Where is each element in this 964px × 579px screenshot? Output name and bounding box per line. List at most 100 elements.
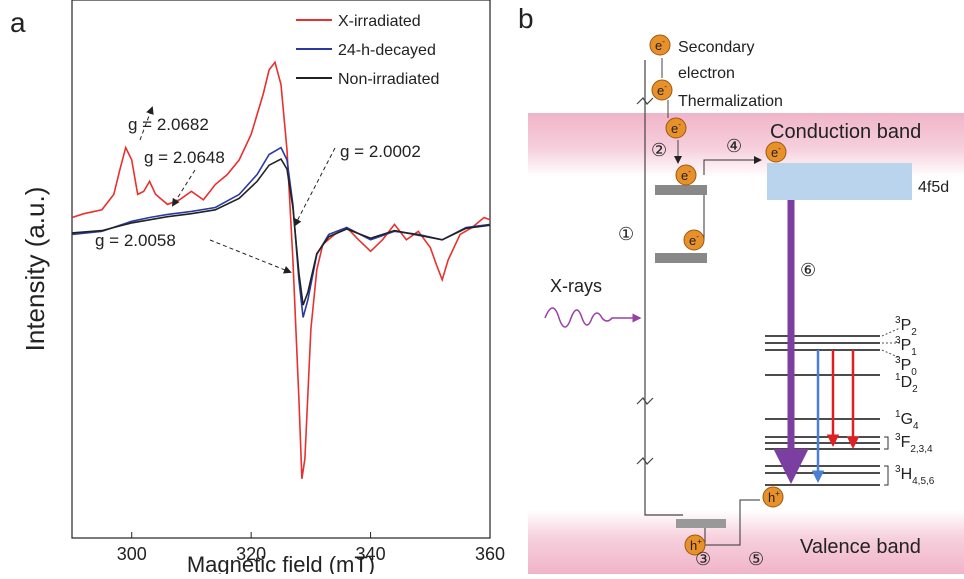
- sup: -: [688, 167, 691, 176]
- sup: 3: [895, 464, 901, 475]
- base: H: [901, 466, 913, 483]
- particle: [762, 486, 784, 508]
- sub: 0: [911, 367, 917, 378]
- particle-label: h+: [690, 537, 702, 553]
- valence-band: [528, 510, 964, 574]
- sup: -: [678, 120, 681, 129]
- x-tick-label: 360: [475, 544, 505, 564]
- base: D: [901, 374, 913, 391]
- axis-break: [636, 97, 654, 465]
- particle: [683, 229, 705, 251]
- particle: [665, 117, 687, 139]
- trap-level: [655, 253, 707, 263]
- step: ⑤: [748, 549, 764, 569]
- annotation: g = 2.0002: [340, 142, 421, 161]
- energy-levels: [765, 335, 880, 486]
- annotation-arrow: [171, 169, 196, 207]
- sup: -: [778, 144, 781, 153]
- base: P: [901, 337, 912, 354]
- step: ②: [651, 140, 667, 160]
- leader: [881, 327, 901, 359]
- annotation: g = 2.0058: [95, 231, 176, 250]
- sup: 3: [895, 335, 901, 346]
- annotation-arrow: [294, 147, 336, 227]
- sup: 3: [895, 432, 901, 443]
- sup: 1: [895, 409, 901, 420]
- sup: +: [697, 537, 702, 546]
- label: Secondary: [678, 39, 755, 56]
- panel-label: a: [10, 7, 26, 38]
- series-line: [71, 158, 491, 306]
- particle-label: e-: [681, 167, 691, 183]
- epr-chart: a 300 320 340 360 Magnetic field (mT) Intensit…: [10, 0, 505, 577]
- sub: 4: [913, 421, 919, 432]
- legend-label: X-irradiated: [338, 13, 421, 30]
- level-label: 3H4,5,6: [895, 464, 935, 487]
- sub: 2,3,4: [910, 444, 933, 455]
- bracket: [884, 436, 889, 486]
- particle: [651, 79, 673, 101]
- sup: -: [696, 232, 699, 241]
- legend-label: 24-h-decayed: [338, 42, 436, 59]
- label: electron: [678, 65, 735, 82]
- trap-level: [676, 519, 726, 528]
- base: h: [768, 490, 775, 505]
- sup: 3: [895, 355, 901, 366]
- x-tick-label: 320: [236, 544, 266, 564]
- particle: [684, 534, 706, 556]
- base: F: [901, 434, 911, 451]
- level-label: 3P0: [895, 355, 917, 378]
- path-line: [644, 60, 683, 516]
- legend-label: Non-irradiated: [338, 71, 439, 88]
- step: ⑥: [800, 260, 816, 280]
- base: G: [901, 411, 913, 428]
- particle-label: e-: [689, 232, 699, 248]
- particle: [765, 141, 787, 163]
- particle-label: e-: [655, 37, 665, 53]
- base: e: [671, 121, 678, 136]
- particles: e-e-e-e-e-e-h+h+: [649, 34, 787, 556]
- step: ④: [726, 136, 742, 156]
- y-axis-label: Intensity (a.u.): [20, 187, 50, 352]
- panel-label: b: [518, 3, 534, 34]
- particle-label: e-: [771, 144, 781, 160]
- energy-diagram: b Conduction band Valence band Secondary…: [518, 3, 964, 574]
- x-ray-wave: [544, 307, 642, 328]
- path-line: [704, 499, 760, 546]
- step: ③: [695, 549, 711, 569]
- particle-label: h+: [768, 489, 780, 505]
- level-label: 3P1: [895, 335, 917, 358]
- arrow: [703, 160, 760, 240]
- excited-state: [767, 163, 912, 200]
- sub: 2: [912, 384, 918, 395]
- level-label: 1D2: [895, 372, 918, 395]
- annotation: g = 2.0682: [128, 115, 209, 134]
- particle: [675, 164, 697, 186]
- base: e: [771, 145, 778, 160]
- x-axis-label: Magnetic field (mT): [187, 552, 375, 574]
- base: e: [655, 38, 662, 53]
- level-label: 3F2,3,4: [895, 432, 933, 455]
- trap-level: [655, 185, 707, 195]
- level-label: 4f5d: [918, 179, 949, 196]
- particle-label: e-: [671, 120, 681, 136]
- level-label: 1G4: [895, 409, 919, 432]
- sup: +: [775, 489, 780, 498]
- particle-label: e-: [657, 82, 667, 98]
- level-label: 3P2: [895, 315, 917, 338]
- label: Thermalization: [678, 93, 783, 110]
- sup: -: [662, 37, 665, 46]
- sup: -: [664, 82, 667, 91]
- base: e: [681, 168, 688, 183]
- band-label: Valence band: [800, 536, 921, 558]
- annotation: g = 2.0648: [144, 148, 225, 167]
- annotation-arrow: [209, 239, 292, 274]
- arrow: [661, 58, 678, 162]
- sup: 1: [895, 372, 901, 383]
- base: P: [901, 357, 912, 374]
- sub: 4,5,6: [912, 476, 935, 487]
- sup: 3: [895, 315, 901, 326]
- base: h: [690, 538, 697, 553]
